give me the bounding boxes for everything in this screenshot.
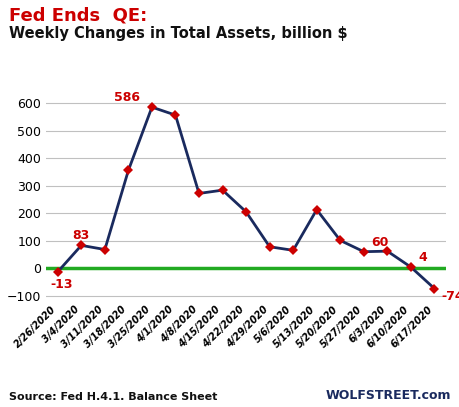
Text: -74: -74 xyxy=(441,290,459,303)
Text: Weekly Changes in Total Assets, billion $: Weekly Changes in Total Assets, billion … xyxy=(9,26,347,42)
Text: 83: 83 xyxy=(73,229,90,242)
Text: Fed Ends  QE:: Fed Ends QE: xyxy=(9,6,147,24)
Text: -13: -13 xyxy=(50,278,73,291)
Text: 60: 60 xyxy=(370,236,387,249)
Text: Source: Fed H.4.1. Balance Sheet: Source: Fed H.4.1. Balance Sheet xyxy=(9,392,217,402)
Text: 586: 586 xyxy=(114,92,140,104)
Text: WOLFSTREET.com: WOLFSTREET.com xyxy=(325,389,450,402)
Text: 4: 4 xyxy=(417,252,426,265)
